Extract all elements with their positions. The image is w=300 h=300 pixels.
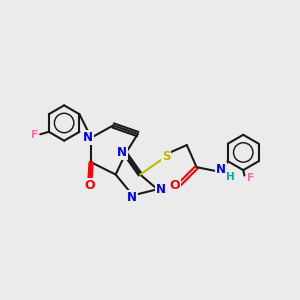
Text: N: N: [127, 191, 136, 204]
Text: F: F: [247, 173, 254, 183]
Text: F: F: [31, 130, 38, 140]
Text: O: O: [85, 179, 95, 192]
Text: S: S: [162, 150, 170, 163]
Text: N: N: [216, 163, 226, 176]
Text: N: N: [83, 131, 93, 144]
Text: O: O: [169, 179, 180, 192]
Text: H: H: [226, 172, 235, 182]
Text: N: N: [117, 146, 127, 159]
Text: N: N: [156, 183, 166, 196]
